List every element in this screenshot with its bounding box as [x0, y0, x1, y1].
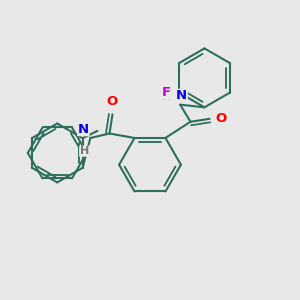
Text: H: H — [80, 146, 89, 156]
Text: N: N — [78, 123, 89, 136]
Text: O: O — [107, 95, 118, 108]
Text: N: N — [176, 89, 187, 102]
Text: O: O — [215, 112, 226, 125]
Text: F: F — [162, 86, 171, 99]
Text: H: H — [161, 92, 171, 102]
